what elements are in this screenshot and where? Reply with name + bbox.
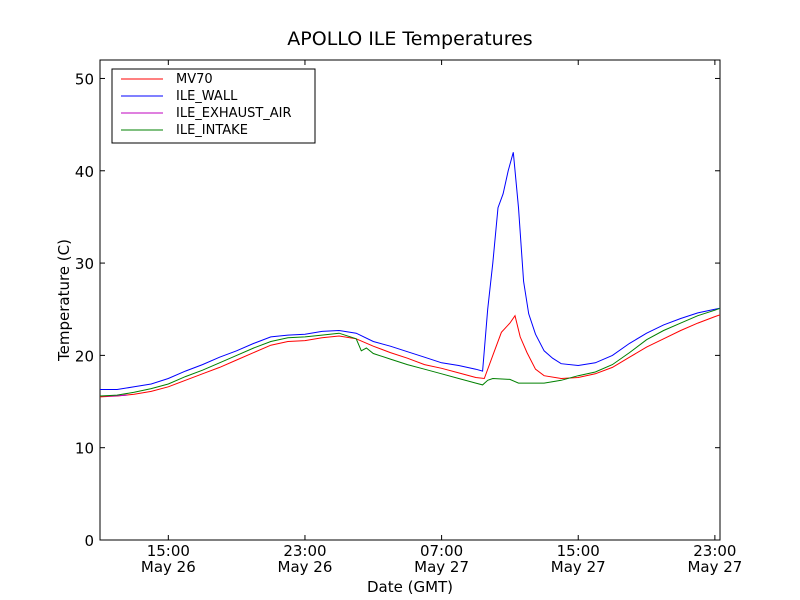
y-tick-label: 30 (75, 255, 94, 273)
x-tick-label-time: 07:00 (420, 542, 463, 560)
x-tick-label-date: May 26 (141, 558, 196, 576)
legend: MV70 ILE_WALL ILE_EXHAUST_AIR ILE_INTAKE (111, 68, 316, 144)
legend-label-ile-wall: ILE_WALL (176, 89, 238, 104)
y-tick-label: 20 (75, 347, 94, 365)
x-axis-label: Date (GMT) (367, 578, 453, 596)
x-tick-label-time: 15:00 (557, 542, 600, 560)
y-axis-label: Temperature (C) (55, 239, 73, 362)
x-tick-label-date: May 26 (278, 558, 333, 576)
x-tick-label-date: May 27 (551, 558, 606, 576)
y-tick-label: 50 (75, 70, 94, 88)
x-tick-label-date: May 27 (687, 558, 742, 576)
legend-label-mv70: MV70 (176, 72, 213, 87)
legend-box (111, 68, 316, 144)
x-tick-label-date: May 27 (414, 558, 469, 576)
y-tick-label: 40 (75, 163, 94, 181)
series-line-ile-wall (100, 152, 721, 390)
legend-label-ile-exhaust-air: ILE_EXHAUST_AIR (176, 106, 292, 121)
x-tick-label-time: 23:00 (283, 542, 326, 560)
series-line-mv70 (99, 314, 721, 398)
y-tick-label: 0 (84, 532, 94, 550)
y-tick-label: 10 (75, 440, 94, 458)
x-tick-label-time: 23:00 (693, 542, 736, 560)
legend-label-ile-intake: ILE_INTAKE (176, 123, 248, 138)
x-tick-label-time: 15:00 (147, 542, 190, 560)
chart-title: APOLLO ILE Temperatures (287, 28, 532, 50)
series-line-ile-intake (99, 307, 721, 397)
series-layer (99, 152, 721, 398)
